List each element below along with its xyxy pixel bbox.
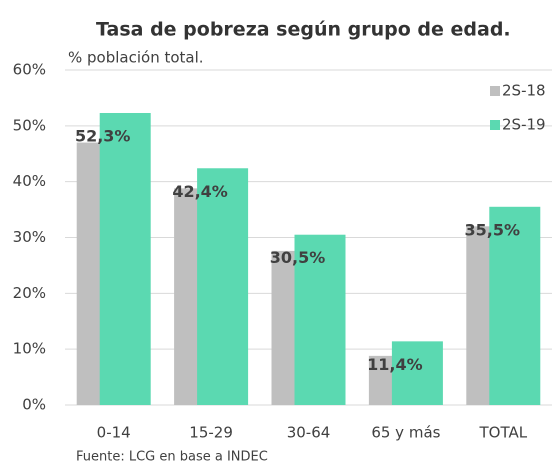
data-label: 30,5%: [270, 248, 326, 267]
x-tick-label: 30-64: [287, 424, 331, 442]
data-label: 52,3%: [75, 126, 131, 145]
legend-swatch: [490, 120, 500, 130]
y-tick-label: 50%: [13, 116, 46, 134]
y-tick-label: 0%: [22, 396, 46, 414]
legend-label: 2S-19: [502, 116, 546, 134]
bar: [489, 206, 541, 405]
x-tick-label: 65 y más: [371, 424, 440, 442]
data-label: 35,5%: [465, 220, 521, 239]
bar: [99, 112, 151, 405]
x-tick-label: 0-14: [97, 424, 131, 442]
y-tick-label: 30%: [13, 228, 46, 246]
x-tick-label: TOTAL: [479, 424, 528, 442]
legend-swatch: [490, 86, 500, 96]
legend-label: 2S-18: [502, 82, 546, 100]
y-tick-label: 20%: [13, 284, 46, 302]
chart-subtitle: % población total.: [68, 49, 204, 67]
y-tick-label: 60%: [13, 61, 46, 79]
bar: [294, 234, 346, 405]
y-tick-label: 10%: [13, 340, 46, 358]
source: Fuente: LCG en base a INDEC: [76, 450, 268, 465]
bar: [197, 168, 249, 405]
x-tick-label: 15-29: [189, 424, 233, 442]
chart-title: Tasa de pobreza según grupo de edad.: [96, 19, 511, 41]
data-label: 11,4%: [367, 355, 423, 374]
bar: [391, 341, 443, 405]
data-label: 42,4%: [172, 182, 228, 201]
y-tick-label: 40%: [13, 172, 46, 190]
